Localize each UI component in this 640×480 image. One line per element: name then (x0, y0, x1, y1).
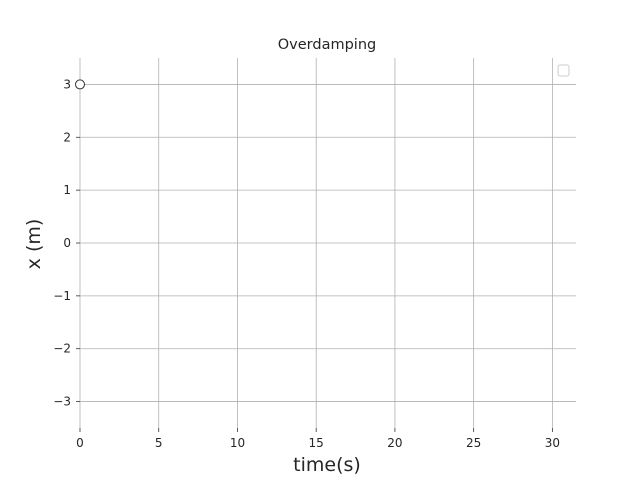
x-tick-label: 0 (76, 436, 84, 450)
legend-box (557, 64, 570, 77)
y-axis-label: x (m) (23, 219, 45, 270)
x-axis-label: time(s) (293, 454, 361, 476)
x-tick-label: 15 (309, 436, 324, 450)
x-tick-label: 5 (155, 436, 163, 450)
y-tick-label: 1 (63, 183, 71, 197)
chart-title: Overdamping (278, 37, 376, 53)
plot-series (75, 79, 85, 90)
x-tick-label: 20 (387, 436, 402, 450)
y-tick-label: 2 (63, 130, 71, 144)
x-tick-label: 25 (466, 436, 481, 450)
axis-ticks: 0 5 10 15 20 25 30 −3 −2 −1 0 1 2 3 (53, 77, 560, 450)
x-tick-label: 30 (545, 436, 560, 450)
data-point (75, 79, 85, 90)
grid (79, 58, 576, 428)
y-tick-label: −3 (53, 395, 71, 409)
legend (557, 64, 570, 77)
y-tick-label: −1 (53, 289, 71, 303)
y-tick-label: 0 (63, 236, 71, 250)
y-tick-label: 3 (63, 77, 71, 91)
y-tick-label: −2 (53, 342, 71, 356)
x-tick-label: 10 (230, 436, 245, 450)
